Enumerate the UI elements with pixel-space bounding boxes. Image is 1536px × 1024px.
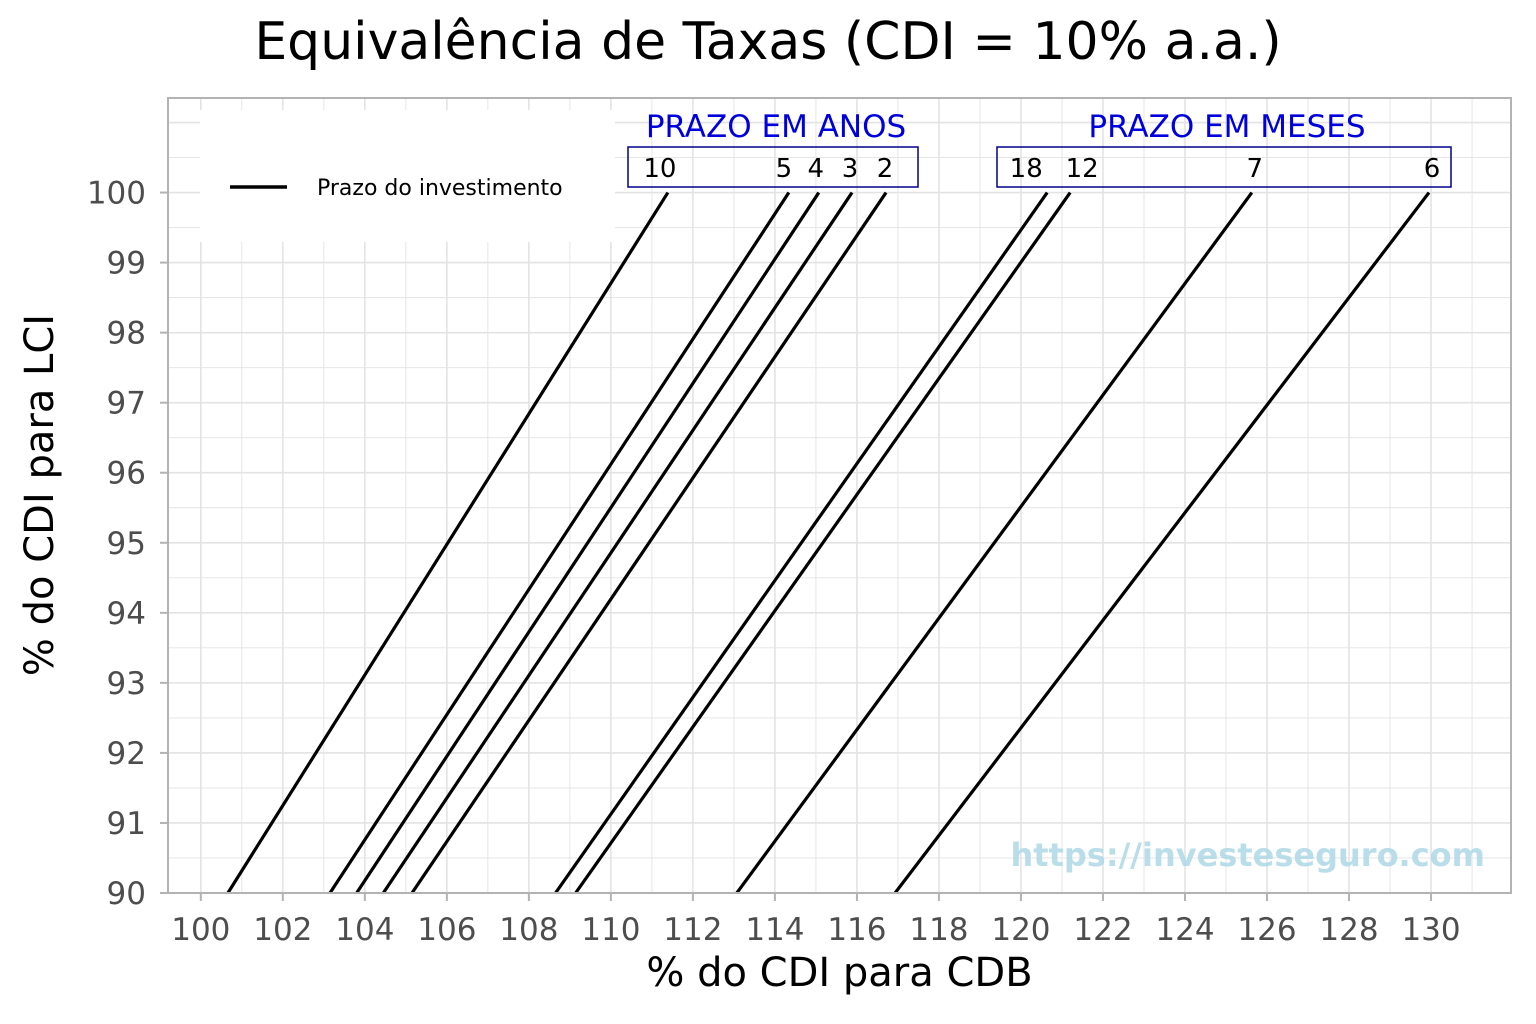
x-tick-label: 108 (499, 912, 558, 948)
y-tick-label: 95 (107, 526, 146, 562)
series-lines (226, 191, 1431, 894)
x-tick-label: 130 (1401, 912, 1460, 948)
x-tick-label: 114 (745, 912, 804, 948)
legend: Prazo do investimento (200, 110, 615, 242)
x-tick-label: 100 (171, 912, 230, 948)
series-line-18 (554, 191, 1049, 894)
legend-box (200, 110, 615, 242)
y-tick-label: 93 (107, 666, 146, 702)
series-line-10 (226, 191, 670, 894)
y-tick-label: 94 (107, 596, 146, 632)
y-tick-label: 97 (107, 386, 146, 422)
y-tick-label: 91 (107, 806, 146, 842)
y-tick-label: 100 (87, 176, 146, 212)
series-line-5 (328, 191, 791, 894)
series-line-4 (355, 191, 821, 894)
series-line-12 (574, 191, 1072, 894)
term-label-6: 6 (1424, 154, 1441, 184)
x-tick-label: 102 (253, 912, 312, 948)
term-label-10: 10 (643, 154, 676, 184)
y-tick-label: 99 (107, 246, 146, 282)
x-tick-label: 116 (827, 912, 886, 948)
term-label-7: 7 (1247, 154, 1264, 184)
x-tick-label: 128 (1319, 912, 1378, 948)
term-label-5: 5 (776, 154, 793, 184)
axis-ticks: 100 102 104 106 108 110 112 114 116 118 120 122 124 1… (87, 176, 1461, 948)
term-label-2: 2 (877, 154, 894, 184)
x-tick-label: 126 (1237, 912, 1296, 948)
x-tick-label: 112 (663, 912, 722, 948)
x-tick-label: 104 (335, 912, 394, 948)
group-title-years: PRAZO EM ANOS (646, 109, 906, 145)
series-line-3 (381, 191, 854, 894)
x-tick-label: 110 (581, 912, 640, 948)
chart-title: Equivalência de Taxas (CDI = 10% a.a.) (254, 12, 1282, 72)
x-tick-label: 106 (417, 912, 476, 948)
series-line-2 (410, 191, 888, 894)
y-tick-label: 96 (107, 456, 146, 492)
term-group-boxes: PRAZO EM ANOS PRAZO EM MESES (627, 109, 1452, 188)
group-box-years (627, 146, 919, 188)
x-tick-label: 124 (1155, 912, 1214, 948)
x-tick-label: 120 (991, 912, 1050, 948)
series-line-7 (735, 191, 1254, 894)
term-label-18: 18 (1010, 154, 1043, 184)
legend-label: Prazo do investimento (317, 176, 563, 201)
term-labels: 10 5 4 3 2 18 12 7 6 (643, 154, 1440, 184)
y-tick-label: 92 (107, 736, 146, 772)
x-tick-label: 122 (1073, 912, 1132, 948)
group-box-months (996, 146, 1452, 188)
x-tick-label: 118 (909, 912, 968, 948)
term-label-12: 12 (1066, 154, 1099, 184)
term-label-3: 3 (842, 154, 859, 184)
term-label-4: 4 (808, 154, 825, 184)
y-tick-label: 90 (107, 876, 146, 912)
x-axis-title: % do CDI para CDB (646, 950, 1033, 996)
series-line-6 (893, 191, 1431, 894)
group-title-months: PRAZO EM MESES (1088, 109, 1365, 145)
plot-border (167, 97, 1512, 894)
y-tick-label: 98 (107, 316, 146, 352)
watermark: https://investeseguro.com (1010, 836, 1485, 874)
